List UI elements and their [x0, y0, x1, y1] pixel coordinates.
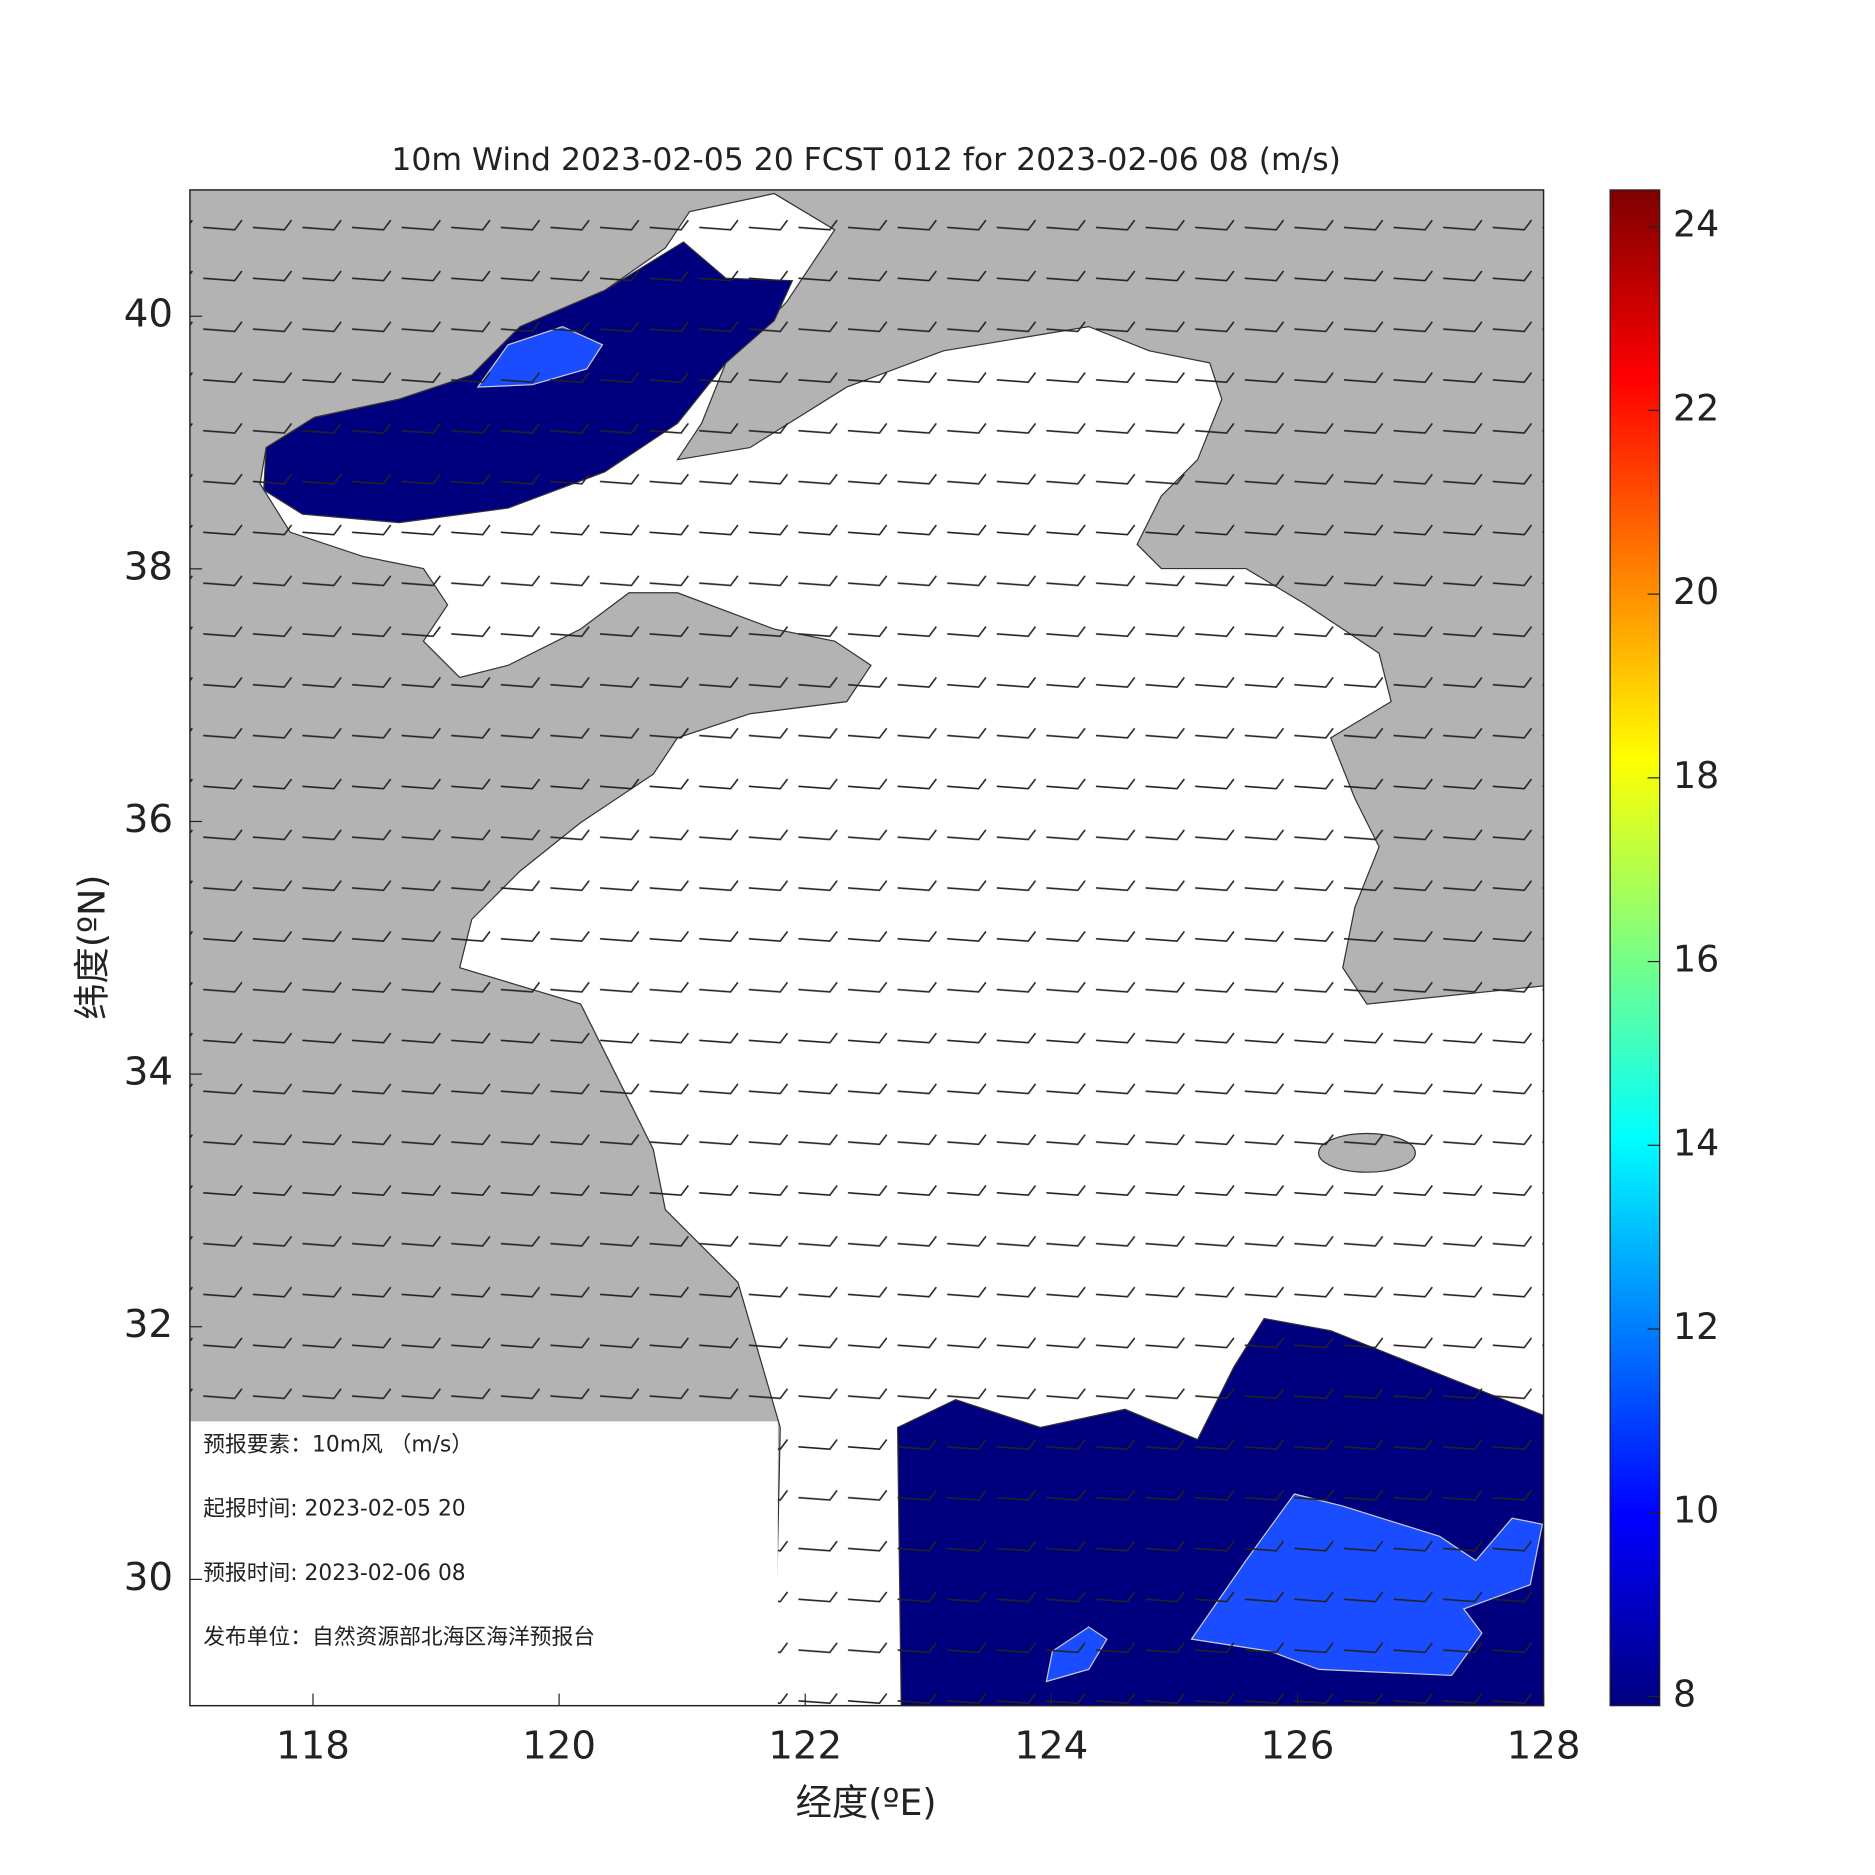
- map-title: 10m Wind 2023-02-05 20 FCST 012 for 2023…: [391, 142, 1341, 178]
- x-tick-label: 118: [276, 1724, 350, 1769]
- colorbar-frame: [1609, 189, 1661, 1707]
- figure-group: 10m Wind 2023-02-05 20 FCST 012 for 2023…: [70, 142, 1719, 1824]
- x-tick-label: 124: [1014, 1724, 1088, 1769]
- info-box: [189, 1421, 778, 1706]
- x-tick-label: 122: [768, 1724, 842, 1769]
- colorbar-tick-label: 24: [1673, 203, 1719, 246]
- info-line: 预报要素：10m风 （m/s）: [203, 1433, 473, 1458]
- x-tick-label: 120: [522, 1724, 596, 1769]
- plot-area: [189, 189, 1544, 1706]
- y-tick-label: 36: [124, 797, 173, 842]
- colorbar-tick-label: 20: [1673, 570, 1719, 613]
- info-line: 起报时间: 2023-02-05 20: [203, 1497, 465, 1522]
- colorbar-tick-label: 22: [1673, 386, 1719, 429]
- colorbar-tick-label: 8: [1673, 1672, 1696, 1715]
- info-line: 发布单位：自然资源部北海区海洋预报台: [203, 1625, 595, 1650]
- x-tick-label: 128: [1507, 1724, 1581, 1769]
- y-tick-label: 38: [124, 544, 173, 589]
- colorbar-tick-label: 18: [1673, 754, 1719, 797]
- plot-frame: [189, 189, 1545, 1707]
- colorbar: [1610, 189, 1660, 1706]
- y-tick-label: 30: [124, 1555, 173, 1600]
- y-tick-label: 34: [124, 1050, 173, 1095]
- colorbar-tick-label: 12: [1673, 1305, 1719, 1348]
- colorbar-tick-label: 10: [1673, 1489, 1719, 1532]
- x-axis-label: 经度(ºE): [796, 1781, 937, 1824]
- x-tick-label: 126: [1261, 1724, 1335, 1769]
- y-tick-label: 32: [124, 1302, 173, 1347]
- y-axis-label: 纬度(ºN): [70, 875, 113, 1020]
- colorbar-tick-label: 14: [1673, 1121, 1719, 1164]
- info-line: 预报时间: 2023-02-06 08: [203, 1561, 465, 1586]
- y-tick-label: 40: [124, 292, 173, 337]
- colorbar-tick-label: 16: [1673, 938, 1719, 981]
